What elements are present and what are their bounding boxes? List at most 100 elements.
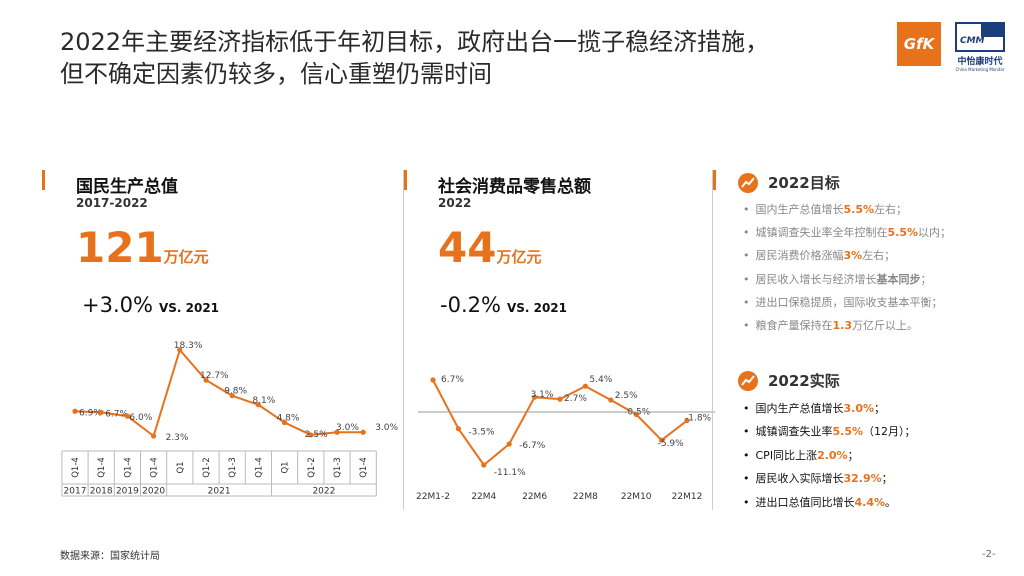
retail-value: 44万亿元 — [438, 223, 542, 272]
gdp-tick-label: Q1-4 — [123, 457, 133, 478]
retail-tick-label: 22M10 — [621, 492, 652, 502]
retail-point — [532, 394, 538, 400]
gdp-group-label: 2019 — [116, 487, 139, 497]
gdp-data-label: 3.0% — [375, 423, 398, 433]
page-title: 2022年主要经济指标低于年初目标，政府出台一揽子稳经济措施， 但不确定因素仍较… — [60, 26, 860, 90]
gdp-group-label: 2022 — [312, 487, 335, 497]
actual-item: 国内生产总值增长3.0%； — [743, 397, 916, 420]
gdp-point — [360, 429, 366, 435]
trend-icon — [738, 370, 758, 391]
retail-tick-label: 22M4 — [471, 492, 496, 502]
goals-item: 居民消费价格涨幅3%左右； — [743, 244, 951, 267]
actual-item: 进出口总值同比增长4.4%。 — [743, 491, 916, 514]
gdp-point — [98, 409, 104, 415]
gdp-tick-label: Q1 — [281, 461, 291, 473]
gdp-data-label: 6.0% — [129, 413, 152, 423]
actual-item: 居民收入实际增长32.9%； — [743, 467, 916, 490]
goals-item: 城镇调查失业率全年控制在5.5%以内； — [743, 221, 952, 244]
actual-list: 国内生产总值增长3.0%；城镇调查失业率5.5%（12月）；CPI同比上涨2.0… — [743, 397, 916, 514]
retail-period: 2022 — [438, 196, 472, 210]
retail-point — [684, 417, 690, 424]
retail-data-label: 3.1% — [531, 390, 554, 400]
gdp-data-label: 3.0% — [336, 423, 359, 433]
gfk-logo: GfK — [897, 22, 941, 66]
retail-data-label: 6.7% — [441, 375, 464, 385]
gdp-point — [72, 408, 78, 414]
divider-1 — [403, 170, 404, 510]
gdp-tick-label: Q1-4 — [71, 457, 81, 478]
retail-data-label: -11.1% — [494, 468, 526, 478]
retail-tick-label: 22M12 — [672, 492, 703, 502]
cmm-logo: CMM 中怡康时代 China Marketing Monitor — [952, 22, 1008, 72]
retail-point — [582, 383, 588, 389]
gdp-point — [177, 347, 183, 353]
gdp-tick-label: Q1-2 — [202, 457, 212, 478]
retail-title: 社会消费品零售总额 — [438, 177, 591, 197]
gdp-data-label: 6.9% — [79, 408, 102, 418]
cmm-logo-cn: 中怡康时代 — [957, 57, 1003, 67]
retail-data-label: -5.9% — [658, 439, 685, 449]
retail-series-line — [432, 379, 688, 467]
gdp-group-label: 2021 — [208, 487, 231, 497]
gdp-data-label: 4.8% — [277, 414, 300, 424]
gdp-growth: +3.0% VS. 2021 — [82, 293, 220, 317]
gdp-title: 国民生产总值 — [76, 177, 178, 197]
gdp-value: 121万亿元 — [76, 223, 209, 272]
goals-item: 进出口保稳提质，国际收支基本平衡； — [743, 291, 951, 314]
retail-growth: -0.2% VS. 2021 — [440, 293, 568, 317]
side-accent-bar — [713, 170, 716, 190]
retail-line-chart: 6.7%-3.5%-11.1%-6.7%3.1% 2.7%5.4%2.5%-0.5… — [416, 375, 715, 502]
data-source: 数据来源：国家统计局 — [60, 551, 160, 562]
gdp-data-label: 2.5% — [305, 430, 328, 440]
retail-point — [557, 396, 563, 402]
gdp-group-label: 2018 — [90, 487, 113, 497]
gdp-line-chart: 6.9% 6.7% 6.0% 2.3% 18.3% 12.7% 9.8% 8.1%4.8% 2.… — [61, 341, 398, 497]
cmm-logo-en: China Marketing Monitor — [955, 67, 1005, 72]
retail-data-label: -3.5% — [468, 428, 495, 438]
retail-point — [659, 437, 665, 443]
goals-heading: 2022目标 — [738, 172, 840, 193]
gdp-data-label: 6.7% — [105, 409, 128, 419]
actual-heading: 2022实际 — [738, 370, 840, 391]
gdp-tick-label: Q1-3 — [333, 457, 343, 478]
gdp-point — [334, 429, 340, 435]
title-line-2: 但不确定因素仍较多，信心重塑仍需时间 — [60, 60, 492, 88]
actual-item: CPI同比上涨2.0%； — [743, 444, 916, 467]
gdp-data-label: 2.3% — [166, 433, 189, 443]
gdp-point — [308, 432, 314, 438]
gdp-period: 2017-2022 — [76, 196, 148, 210]
title-line-1: 2022年主要经济指标低于年初目标，政府出台一揽子稳经济措施， — [60, 28, 770, 56]
retail-point — [455, 426, 461, 432]
gdp-point — [255, 402, 261, 408]
goals-item: 居民收入增长与经济增长基本同步； — [743, 268, 951, 291]
gdp-group-label: 2020 — [142, 487, 165, 497]
gdp-tick-label: Q1-2 — [307, 457, 317, 478]
gdp-point — [282, 419, 288, 426]
retail-point — [430, 377, 436, 383]
page-number: -2- — [982, 549, 996, 560]
gdp-data-label: 12.7% — [200, 371, 229, 381]
retail-data-label: 5.4% — [589, 375, 612, 385]
retail-accent-bar — [404, 170, 407, 190]
gdp-point — [229, 393, 235, 399]
retail-data-label: 2.5% — [615, 391, 638, 401]
gdp-data-label: 18.3% — [174, 341, 203, 351]
cmm-logo-mark: CMM — [955, 22, 1005, 52]
retail-data-label: 2.7% — [564, 394, 587, 404]
gdp-tick-label: Q1-4 — [254, 457, 264, 478]
gdp-accent-bar — [42, 170, 45, 190]
retail-data-label: -1.8% — [685, 414, 712, 424]
retail-tick-label: 22M6 — [522, 492, 547, 502]
gdp-tick-label: Q1-4 — [150, 457, 160, 478]
retail-tick-label: 22M8 — [573, 492, 598, 502]
gdp-group-label: 2017 — [64, 487, 87, 497]
gdp-point — [151, 433, 157, 439]
gdp-data-label: 8.1% — [252, 396, 275, 406]
gdp-tick-label: Q1 — [176, 461, 186, 473]
actual-item: 城镇调查失业率5.5%（12月）； — [743, 420, 916, 443]
goals-item: 国内生产总值增长5.5%左右； — [743, 198, 951, 221]
gdp-point — [203, 377, 209, 383]
retail-point — [481, 462, 487, 468]
gdp-series-line — [74, 347, 364, 438]
